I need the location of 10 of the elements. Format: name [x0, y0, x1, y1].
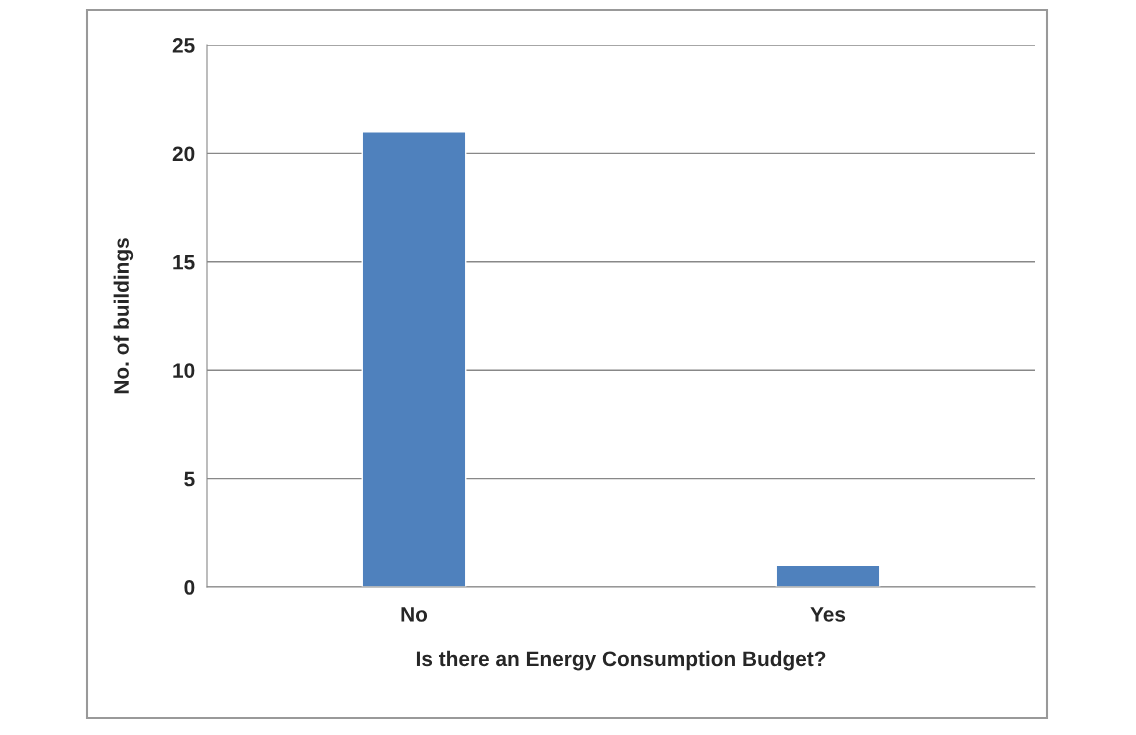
y-tick-label: 20: [172, 146, 195, 162]
x-tick-label: No: [401, 607, 428, 622]
y-tick-label: 25: [172, 38, 195, 53]
x-axis-title: Is there an Energy Consumption Budget?: [416, 650, 826, 671]
y-tick-label: 0: [184, 580, 195, 595]
y-tick-label: 10: [173, 363, 195, 378]
x-tick-label: Yes: [810, 607, 846, 622]
y-tick-label: 15: [173, 255, 195, 270]
y-tick-label: 5: [184, 471, 195, 487]
y-axis-title: No. of buildings: [113, 238, 134, 394]
